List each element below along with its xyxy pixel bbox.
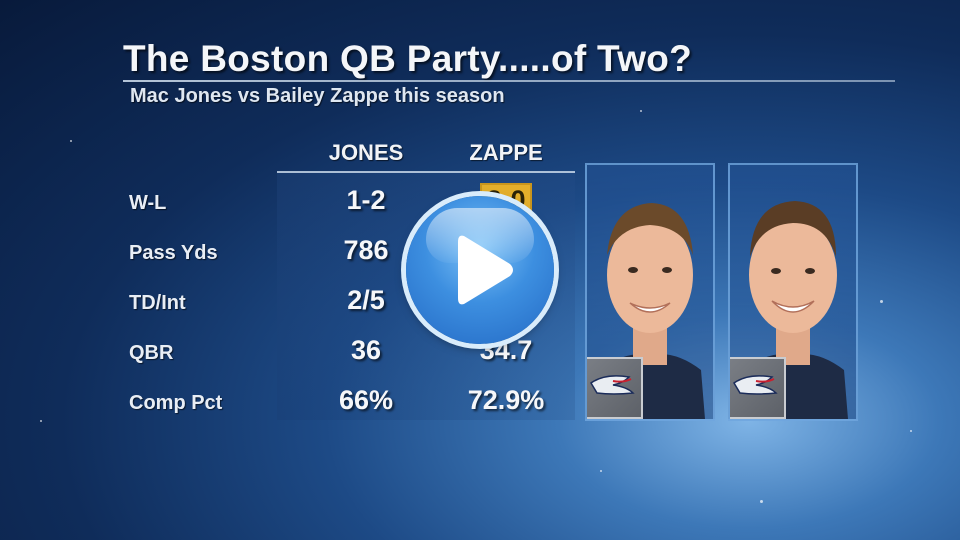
- row-label-qbr: QBR: [129, 342, 174, 364]
- jones-qbr: 36: [350, 335, 382, 365]
- play-button[interactable]: [406, 196, 554, 344]
- row-label-td-int: TD/Int: [129, 292, 186, 314]
- jones-comp-pct: 66%: [338, 385, 394, 415]
- jones-td-int: 2/5: [347, 285, 385, 315]
- play-icon: [458, 235, 513, 305]
- graphic-title: The Boston QB Party.....of Two?: [123, 38, 693, 79]
- row-label-w-l: W-L: [129, 192, 167, 214]
- player-photo-jones: [585, 163, 715, 421]
- patriots-logo-icon: [587, 357, 643, 419]
- patriots-logo-icon: [730, 357, 786, 419]
- zappe-comp-pct: 72.9%: [467, 385, 545, 415]
- column-header-jones: JONES: [328, 140, 404, 165]
- title-divider: [123, 80, 895, 82]
- jones-w-l: 1-2: [346, 185, 386, 215]
- column-header-zappe: ZAPPE: [469, 140, 543, 165]
- header-divider: [277, 171, 575, 173]
- row-label-comp-pct: Comp Pct: [129, 392, 223, 414]
- jones-pass-yds: 786: [343, 235, 389, 265]
- player-photo-zappe: [728, 163, 858, 421]
- graphic-subtitle: Mac Jones vs Bailey Zappe this season: [130, 85, 505, 107]
- row-label-pass-yds: Pass Yds: [129, 242, 218, 264]
